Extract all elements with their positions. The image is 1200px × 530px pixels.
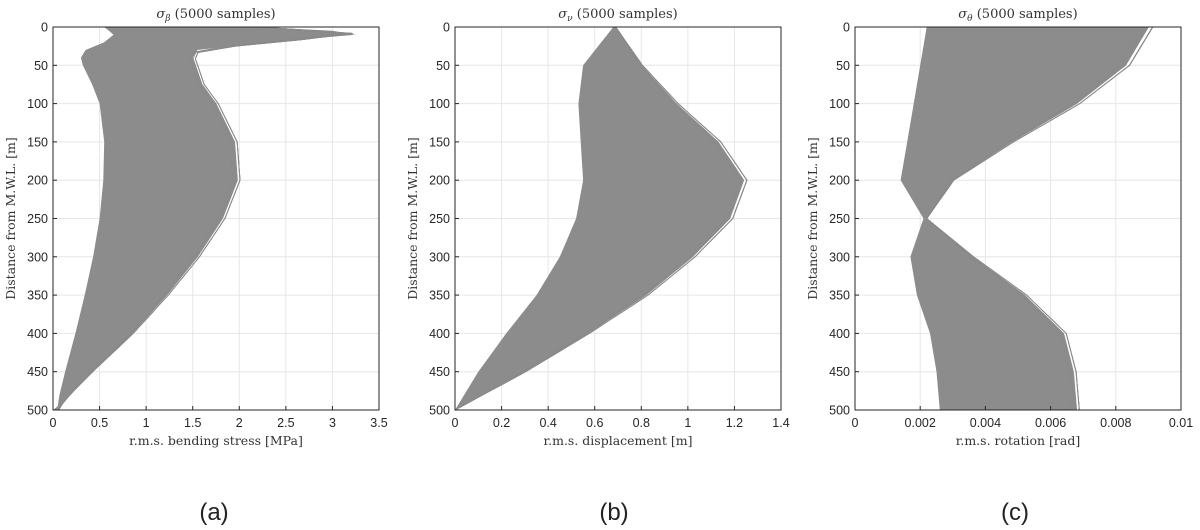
- y-tick-label-10: 500: [429, 404, 450, 418]
- y-axis-label: Distance from M.W.L. [m]: [405, 137, 420, 300]
- x-tick-label-7: 1.4: [772, 416, 789, 430]
- panel-caption: (b): [599, 499, 628, 526]
- y-tick-label-4: 200: [429, 174, 450, 188]
- x-tick-label-4: 2: [236, 416, 243, 430]
- y-tick-label-4: 200: [27, 174, 48, 188]
- sample-curve-1: [454, 26, 742, 411]
- y-tick-label-3: 150: [829, 135, 850, 149]
- y-tick-label-3: 150: [429, 135, 450, 149]
- y-tick-label-3: 150: [27, 135, 48, 149]
- y-tick-label-0: 0: [843, 21, 850, 35]
- x-tick-label-6: 3: [329, 416, 336, 430]
- sample-band: [900, 27, 1149, 410]
- sample-band: [53, 27, 356, 410]
- y-axis-label: Distance from M.W.L. [m]: [805, 137, 820, 300]
- y-tick-label-8: 400: [429, 327, 450, 341]
- chart-panel-a: 0 0.5 1 1.5 2 2.5 3 3.5 0 50 100 150 200 250 300 350 400…: [3, 7, 388, 526]
- y-tick-label-7: 350: [429, 289, 450, 303]
- x-tick-label-2: 1: [143, 416, 150, 430]
- y-tick-label-5: 250: [27, 212, 48, 226]
- y-tick-label-9: 450: [429, 365, 450, 379]
- x-tick-label-5: 0.01: [1169, 416, 1193, 430]
- x-tick-label-4: 0.008: [1100, 416, 1131, 430]
- x-tick-label-2: 0.004: [970, 416, 1001, 430]
- chart-panel-b: 0 0.2 0.4 0.6 0.8 1 1.2 1.4 0 50 100 150 200 250 300 35…: [405, 7, 790, 526]
- chart-title: σβ (5000 samples): [156, 7, 275, 24]
- y-tick-label-9: 450: [27, 365, 48, 379]
- x-tick-label-0: 0: [50, 416, 57, 430]
- y-tick-label-1: 50: [836, 59, 850, 73]
- sample-curve-1: [58, 26, 344, 411]
- y-tick-label-8: 400: [27, 327, 48, 341]
- y-tick-label-5: 250: [829, 212, 850, 226]
- x-tick-label-1: 0.002: [905, 416, 936, 430]
- sample-band: [455, 27, 744, 410]
- chart-panel-c: 0 0.002 0.004 0.006 0.008 0.01 0 50 100 150 200 250…: [805, 7, 1193, 526]
- y-tick-label-1: 50: [436, 59, 450, 73]
- y-tick-label-7: 350: [829, 289, 850, 303]
- x-tick-label-1: 0.2: [493, 416, 510, 430]
- y-tick-label-4: 200: [829, 174, 850, 188]
- x-tick-label-1: 0.5: [91, 416, 108, 430]
- x-axis-label: r.m.s. displacement [m]: [544, 433, 693, 448]
- x-axis-label: r.m.s. rotation [rad]: [956, 433, 1081, 448]
- x-tick-label-2: 0.4: [539, 416, 556, 430]
- sample-curve-6: [926, 26, 1154, 411]
- x-tick-label-3: 0.6: [586, 416, 603, 430]
- y-axis-label: Distance from M.W.L. [m]: [3, 137, 18, 300]
- y-tick-label-2: 100: [27, 97, 48, 111]
- sample-curve-0: [454, 26, 739, 411]
- sample-curve-2: [454, 26, 745, 411]
- y-tick-label-5: 250: [429, 212, 450, 226]
- y-tick-label-6: 300: [829, 250, 850, 264]
- sample-curve-6: [58, 26, 353, 411]
- y-tick-label-2: 100: [829, 97, 850, 111]
- y-tick-label-6: 300: [27, 250, 48, 264]
- y-tick-label-1: 50: [34, 59, 48, 73]
- x-tick-label-4: 0.8: [633, 416, 650, 430]
- x-axis-label: r.m.s. bending stress [MPa]: [129, 433, 303, 448]
- y-tick-label-10: 500: [829, 404, 850, 418]
- x-tick-label-3: 0.006: [1035, 416, 1066, 430]
- y-tick-label-8: 400: [829, 327, 850, 341]
- x-tick-label-0: 0: [852, 416, 859, 430]
- chart-title: σθ (5000 samples): [958, 7, 1077, 24]
- panel-caption: (a): [199, 499, 228, 526]
- x-tick-label-7: 3.5: [370, 416, 387, 430]
- y-tick-label-7: 350: [27, 289, 48, 303]
- y-tick-label-9: 450: [829, 365, 850, 379]
- sample-curve-2: [58, 26, 349, 411]
- y-tick-label-2: 100: [429, 97, 450, 111]
- x-tick-label-5: 2.5: [277, 416, 294, 430]
- y-tick-label-0: 0: [443, 21, 450, 35]
- sample-curve-0: [58, 26, 340, 411]
- y-tick-label-0: 0: [41, 21, 48, 35]
- panel-caption: (c): [1001, 499, 1029, 526]
- y-tick-label-6: 300: [429, 250, 450, 264]
- chart-title: σν (5000 samples): [558, 7, 677, 24]
- x-tick-label-3: 1.5: [184, 416, 201, 430]
- x-tick-label-0: 0: [452, 416, 459, 430]
- y-tick-label-10: 500: [27, 404, 48, 418]
- x-tick-label-6: 1.2: [726, 416, 743, 430]
- x-tick-label-5: 1: [684, 416, 691, 430]
- sample-curve-6: [454, 26, 748, 411]
